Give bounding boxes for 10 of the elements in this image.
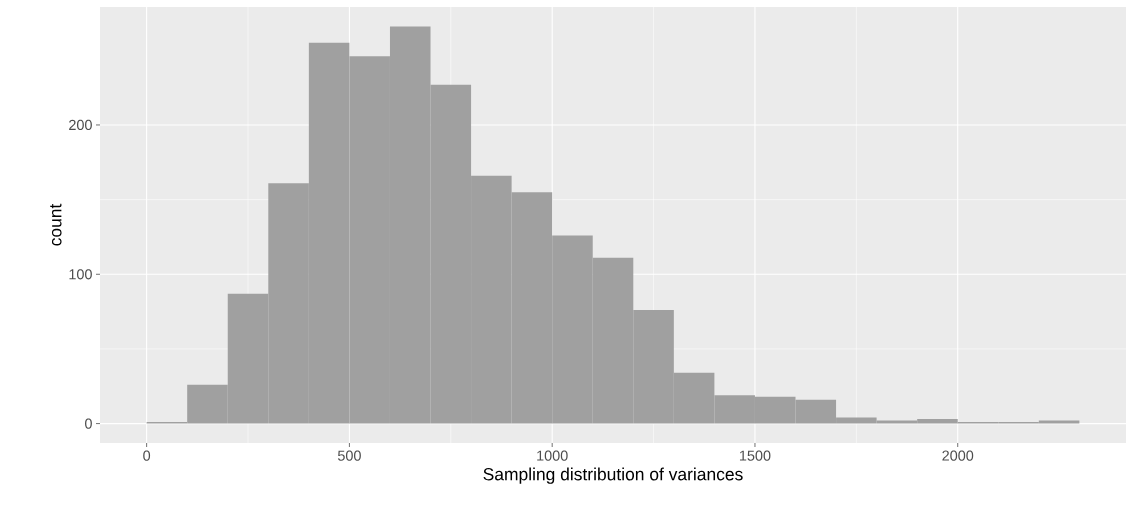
y-axis-title: count (50, 203, 62, 246)
x-tick-label: 1500 (739, 450, 771, 461)
x-tick-label: 2000 (942, 450, 974, 461)
y-tick-label: 0 (85, 418, 92, 429)
x-axis-title: Sampling distribution of variances (483, 467, 743, 484)
x-tick-label: 1000 (537, 450, 568, 461)
y-tick-label: 100 (69, 269, 92, 280)
x-tick-label: 500 (337, 450, 361, 461)
y-tick-label: 200 (69, 119, 92, 131)
x-tick-label: 0 (143, 450, 151, 461)
